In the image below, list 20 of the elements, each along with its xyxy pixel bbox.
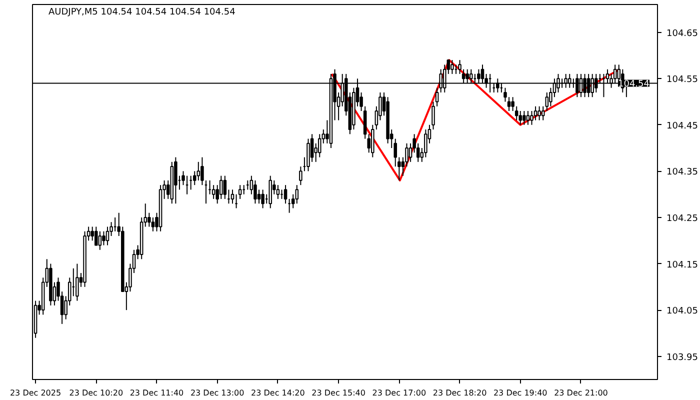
x-tick-label: 23 Dec 11:40 <box>130 388 184 398</box>
x-tick-label: 23 Dec 2025 <box>10 388 62 398</box>
chart-title: AUDJPY,M5 104.54 104.54 104.54 104.54 <box>48 8 236 18</box>
x-tick-label: 23 Dec 10:20 <box>69 388 124 398</box>
x-tick-label: 23 Dec 13:00 <box>190 388 244 398</box>
y-tick-label: 103.95 <box>666 352 698 363</box>
x-tick-label: 23 Dec 19:40 <box>493 388 548 398</box>
y-tick-label: 104.05 <box>666 306 698 317</box>
x-tick-label: 23 Dec 18:20 <box>432 388 487 398</box>
y-tick-label: 104.45 <box>666 121 698 132</box>
y-tick-label: 104.25 <box>666 214 698 224</box>
y-tick-label: 104.65 <box>666 28 698 39</box>
x-tick-label: 23 Dec 14:20 <box>251 388 305 398</box>
y-tick-label: 104.35 <box>666 168 698 178</box>
y-tick-label: 104.15 <box>666 260 698 270</box>
x-tick-label: 23 Dec 17:00 <box>372 388 426 398</box>
y-tick-label: 104.55 <box>666 75 698 86</box>
x-tick-label: 23 Dec 15:40 <box>312 388 366 398</box>
ref-line-label: 104.54 <box>618 80 650 90</box>
x-tick-label: 23 Dec 21:00 <box>554 388 608 398</box>
